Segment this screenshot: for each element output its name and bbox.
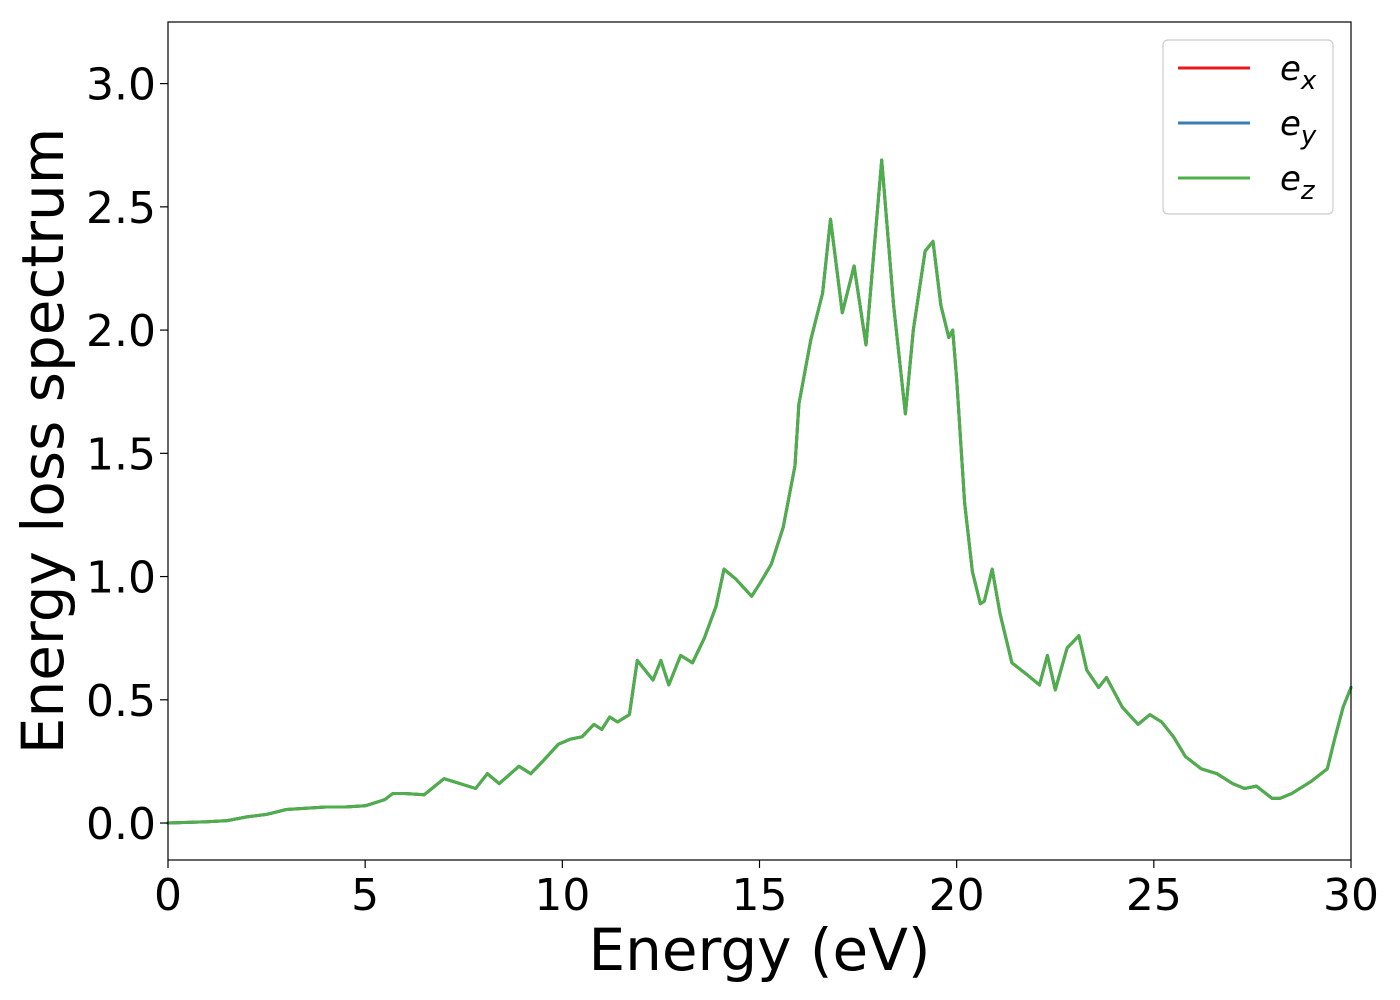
y-tick-label: 1.0 bbox=[86, 553, 156, 604]
y-tick-label: 2.5 bbox=[86, 183, 156, 234]
series-line-z bbox=[166, 158, 1353, 825]
x-axis: 0 5 10 15 20 25 30 bbox=[154, 860, 1379, 921]
y-axis-title: Energy loss spectrum bbox=[9, 128, 77, 754]
x-axis-title: Energy (eV) bbox=[588, 916, 930, 984]
x-tick-label: 30 bbox=[1323, 870, 1379, 921]
legend-box bbox=[1162, 39, 1334, 215]
legend-label-x: ex bbox=[1280, 49, 1317, 96]
legend-label-z: ez bbox=[1280, 159, 1316, 206]
x-tick-label: 5 bbox=[351, 870, 379, 921]
y-tick-label: 2.0 bbox=[86, 306, 156, 357]
y-tick-label: 3.0 bbox=[86, 60, 156, 111]
x-tick-label: 20 bbox=[929, 870, 985, 921]
y-tick-label: 1.5 bbox=[86, 429, 156, 480]
x-tick-label: 10 bbox=[534, 870, 590, 921]
x-tick-label: 15 bbox=[732, 870, 788, 921]
series-layer bbox=[166, 158, 1353, 825]
legend: ex ey ez bbox=[1162, 39, 1334, 215]
y-tick-label: 0.0 bbox=[86, 799, 156, 850]
x-tick-label: 0 bbox=[154, 870, 182, 921]
y-axis: 0.0 0.5 1.0 1.5 2.0 2.5 3.0 bbox=[86, 60, 168, 850]
legend-label-y: ey bbox=[1280, 104, 1317, 151]
x-tick-label: 25 bbox=[1126, 870, 1182, 921]
y-tick-label: 0.5 bbox=[86, 676, 156, 727]
